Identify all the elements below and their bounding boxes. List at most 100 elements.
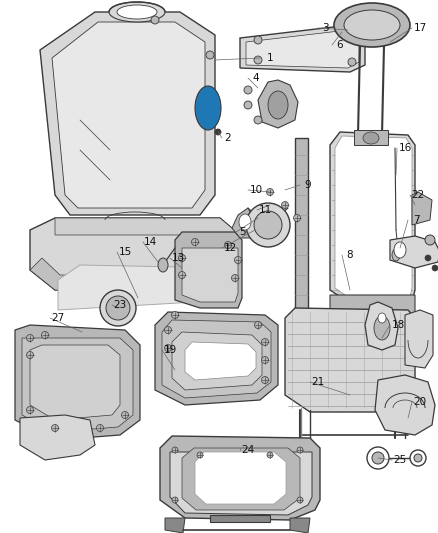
- Ellipse shape: [425, 255, 431, 261]
- Ellipse shape: [121, 411, 128, 418]
- Text: 1: 1: [267, 53, 273, 63]
- Polygon shape: [22, 338, 133, 432]
- Polygon shape: [365, 302, 398, 350]
- Ellipse shape: [244, 101, 252, 109]
- Ellipse shape: [392, 249, 400, 261]
- Ellipse shape: [27, 351, 33, 359]
- Ellipse shape: [246, 203, 290, 247]
- Ellipse shape: [410, 450, 426, 466]
- Text: 16: 16: [399, 143, 412, 153]
- Polygon shape: [30, 218, 240, 290]
- Text: 5: 5: [240, 227, 246, 237]
- Ellipse shape: [191, 238, 198, 246]
- Ellipse shape: [27, 407, 33, 414]
- Ellipse shape: [96, 424, 103, 432]
- Ellipse shape: [378, 313, 386, 323]
- Ellipse shape: [267, 452, 273, 458]
- Polygon shape: [412, 192, 432, 225]
- Polygon shape: [295, 138, 308, 380]
- Text: 22: 22: [411, 190, 424, 200]
- Ellipse shape: [425, 235, 435, 245]
- Text: 11: 11: [258, 205, 272, 215]
- Text: 18: 18: [392, 320, 405, 330]
- Ellipse shape: [172, 497, 178, 503]
- Polygon shape: [55, 218, 240, 235]
- Ellipse shape: [282, 201, 289, 208]
- Polygon shape: [335, 136, 412, 307]
- Ellipse shape: [234, 256, 241, 263]
- Ellipse shape: [151, 16, 159, 24]
- Text: 17: 17: [413, 23, 427, 33]
- Ellipse shape: [261, 376, 268, 384]
- Ellipse shape: [394, 242, 406, 258]
- Ellipse shape: [197, 452, 203, 458]
- Ellipse shape: [254, 211, 282, 239]
- Ellipse shape: [261, 357, 268, 364]
- Polygon shape: [290, 518, 310, 533]
- Text: 20: 20: [413, 397, 427, 407]
- Text: 7: 7: [413, 215, 419, 225]
- Polygon shape: [172, 332, 262, 390]
- Ellipse shape: [200, 90, 216, 126]
- Polygon shape: [390, 236, 438, 268]
- Text: 21: 21: [311, 377, 325, 387]
- Ellipse shape: [261, 338, 268, 345]
- Ellipse shape: [165, 344, 172, 351]
- Ellipse shape: [432, 265, 438, 271]
- Polygon shape: [20, 415, 95, 460]
- Ellipse shape: [254, 56, 262, 64]
- Ellipse shape: [239, 214, 251, 230]
- Text: 2: 2: [225, 133, 231, 143]
- Ellipse shape: [165, 327, 172, 334]
- Ellipse shape: [293, 214, 300, 222]
- Polygon shape: [15, 325, 140, 440]
- Polygon shape: [170, 452, 312, 515]
- Polygon shape: [30, 258, 240, 290]
- Ellipse shape: [254, 116, 262, 124]
- Ellipse shape: [42, 332, 49, 338]
- Polygon shape: [182, 448, 300, 510]
- Polygon shape: [185, 342, 256, 380]
- Ellipse shape: [348, 28, 356, 36]
- Ellipse shape: [225, 241, 232, 248]
- Ellipse shape: [27, 335, 33, 342]
- Text: 4: 4: [253, 73, 259, 83]
- Polygon shape: [330, 295, 415, 340]
- Polygon shape: [232, 208, 258, 238]
- Ellipse shape: [348, 58, 356, 66]
- Ellipse shape: [363, 132, 379, 144]
- Ellipse shape: [344, 10, 400, 40]
- Ellipse shape: [179, 271, 186, 279]
- Ellipse shape: [414, 454, 422, 462]
- Polygon shape: [354, 130, 388, 145]
- Text: 12: 12: [223, 243, 237, 253]
- Text: 24: 24: [241, 445, 254, 455]
- Polygon shape: [285, 308, 415, 412]
- Polygon shape: [258, 80, 298, 128]
- Polygon shape: [182, 248, 238, 302]
- Polygon shape: [30, 345, 120, 420]
- Polygon shape: [240, 25, 365, 72]
- Ellipse shape: [100, 290, 136, 326]
- Text: 14: 14: [143, 237, 157, 247]
- Ellipse shape: [266, 189, 273, 196]
- Ellipse shape: [206, 51, 214, 59]
- Ellipse shape: [109, 2, 165, 22]
- Text: 27: 27: [51, 313, 65, 323]
- Polygon shape: [162, 320, 271, 398]
- Ellipse shape: [297, 447, 303, 453]
- Ellipse shape: [106, 296, 130, 320]
- Text: 15: 15: [118, 247, 132, 257]
- Text: 23: 23: [113, 300, 127, 310]
- Polygon shape: [40, 12, 215, 215]
- Ellipse shape: [254, 321, 261, 328]
- Text: 6: 6: [337, 40, 343, 50]
- Text: 25: 25: [393, 455, 406, 465]
- Polygon shape: [52, 22, 205, 208]
- Polygon shape: [160, 436, 320, 520]
- Polygon shape: [246, 30, 359, 68]
- Text: 13: 13: [171, 253, 185, 263]
- Polygon shape: [195, 452, 286, 504]
- Ellipse shape: [215, 129, 221, 135]
- Polygon shape: [58, 265, 235, 310]
